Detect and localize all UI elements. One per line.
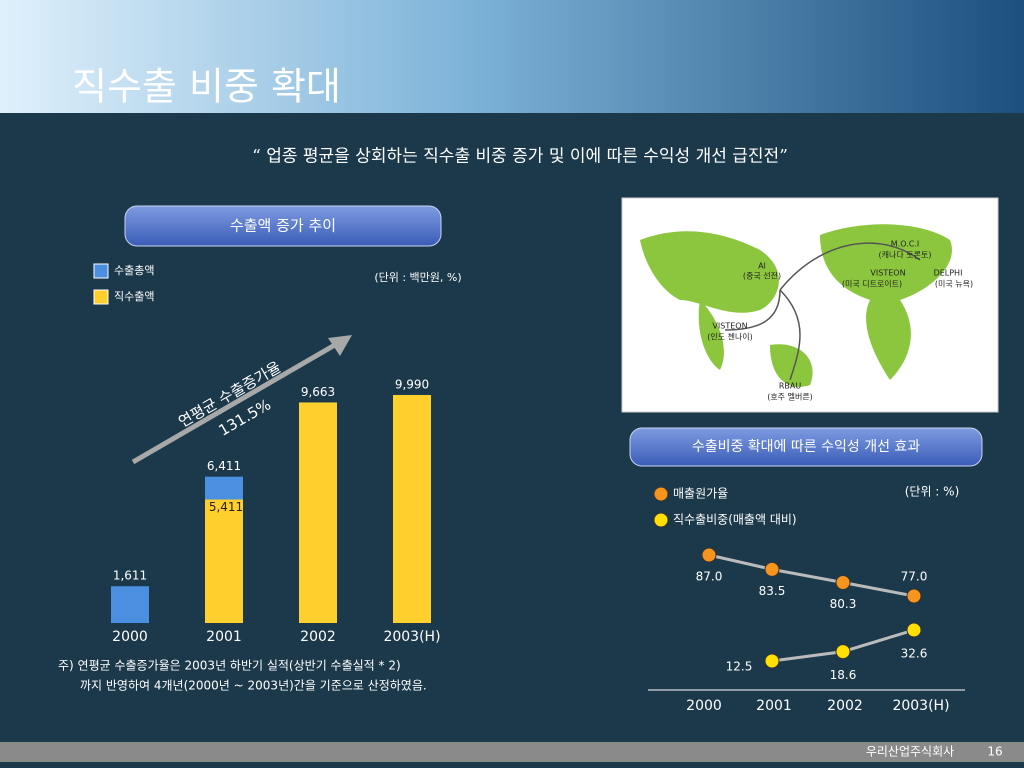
legend-label: 매출원가율 <box>673 487 728 501</box>
map-label: VISTEON <box>712 322 747 331</box>
bar <box>205 499 243 623</box>
point <box>764 653 780 669</box>
data-label: 5,411 <box>209 500 243 514</box>
map-label: (캐나다 토론토) <box>879 251 932 260</box>
map-labels: M.O.C.I (캐나다 토론토) AI (중국 선전) VISTEON (미국… <box>707 240 973 402</box>
point <box>906 622 922 638</box>
map-label: DELPHI <box>934 269 963 278</box>
legend-label: 수출총액 <box>114 264 154 277</box>
data-label: 12.5 <box>726 660 753 674</box>
footer-company: 우리산업주식회사 <box>866 745 954 759</box>
routes <box>724 242 921 381</box>
unit-note: (단위 : 백만원, %) <box>374 271 461 284</box>
note: 까지 반영하여 4개년(2000년 ~ 2003년)간을 기준으로 산정하였음. <box>80 679 427 693</box>
legend-swatch <box>93 289 109 305</box>
map-label: AI <box>758 262 766 271</box>
legend-label: 직수출비중(매출액 대비) <box>673 513 797 527</box>
map-label: (호주 멜버른) <box>767 392 813 402</box>
section-title: 수출비중 확대에 따른 수익성 개선 효과 <box>692 439 920 455</box>
x-tick-label: 2003(H) <box>892 698 949 714</box>
header-band <box>0 0 1024 113</box>
data-label: 87.0 <box>696 570 723 584</box>
data-label: 77.0 <box>901 570 928 584</box>
bar <box>393 395 431 623</box>
footer-bar <box>0 742 1024 762</box>
x-tick-label: 2000 <box>686 698 722 714</box>
point <box>906 588 922 604</box>
trend-arrow <box>131 339 342 465</box>
point <box>835 644 851 660</box>
point <box>701 547 717 563</box>
page-number: 16 <box>987 745 1002 759</box>
subtitle: “ 업종 평균을 상회하는 직수출 비중 증가 및 이에 따른 수익성 개선 급… <box>252 147 788 167</box>
legend-marker <box>653 512 669 528</box>
map-label: (인도 첸나이) <box>707 332 753 342</box>
note: 주) 연평균 수출증가율은 2003년 하반기 실적(상반기 수출실적 * 2) <box>58 659 401 673</box>
map-label: (중국 선전) <box>743 271 781 281</box>
x-tick-label: 2002 <box>827 698 863 714</box>
data-label: 83.5 <box>759 584 786 598</box>
x-tick-label: 2001 <box>756 698 792 714</box>
point <box>764 561 780 577</box>
map-label: (미국 디트로이트) <box>842 279 902 289</box>
legend-label: 직수출액 <box>114 290 154 303</box>
data-label: 6,411 <box>207 459 241 473</box>
x-tick-label: 2000 <box>112 629 148 645</box>
data-label: 80.3 <box>830 597 857 611</box>
section-header <box>629 427 983 467</box>
x-tick-label: 2002 <box>300 629 336 645</box>
bar <box>299 402 337 623</box>
section-title: 수출액 증가 추이 <box>230 217 336 235</box>
map: M.O.C.I (캐나다 토론토) AI (중국 선전) VISTEON (미국… <box>621 197 999 413</box>
data-label: 32.6 <box>901 647 928 661</box>
x-tick-label: 2003(H) <box>383 629 440 645</box>
unit-note: (단위 : %) <box>905 485 960 499</box>
data-label: 9,990 <box>395 378 429 392</box>
land <box>640 224 952 387</box>
arrow-head <box>328 335 352 356</box>
section-header <box>124 205 442 247</box>
point <box>835 574 851 590</box>
legend-marker <box>653 486 669 502</box>
data-label: 1,611 <box>113 569 147 583</box>
data-label: 18.6 <box>830 668 857 682</box>
map-label: M.O.C.I <box>891 240 919 249</box>
bar <box>111 586 149 623</box>
map-label: VISTEON <box>870 269 905 278</box>
slide-title: 직수출 비중 확대 <box>72 65 341 109</box>
line <box>708 553 915 598</box>
map-label: RBAU <box>779 382 802 391</box>
legend-swatch <box>93 263 109 279</box>
data-label: 9,663 <box>301 385 335 399</box>
x-tick-label: 2001 <box>206 629 242 645</box>
map-label: (미국 뉴욕) <box>935 280 973 289</box>
